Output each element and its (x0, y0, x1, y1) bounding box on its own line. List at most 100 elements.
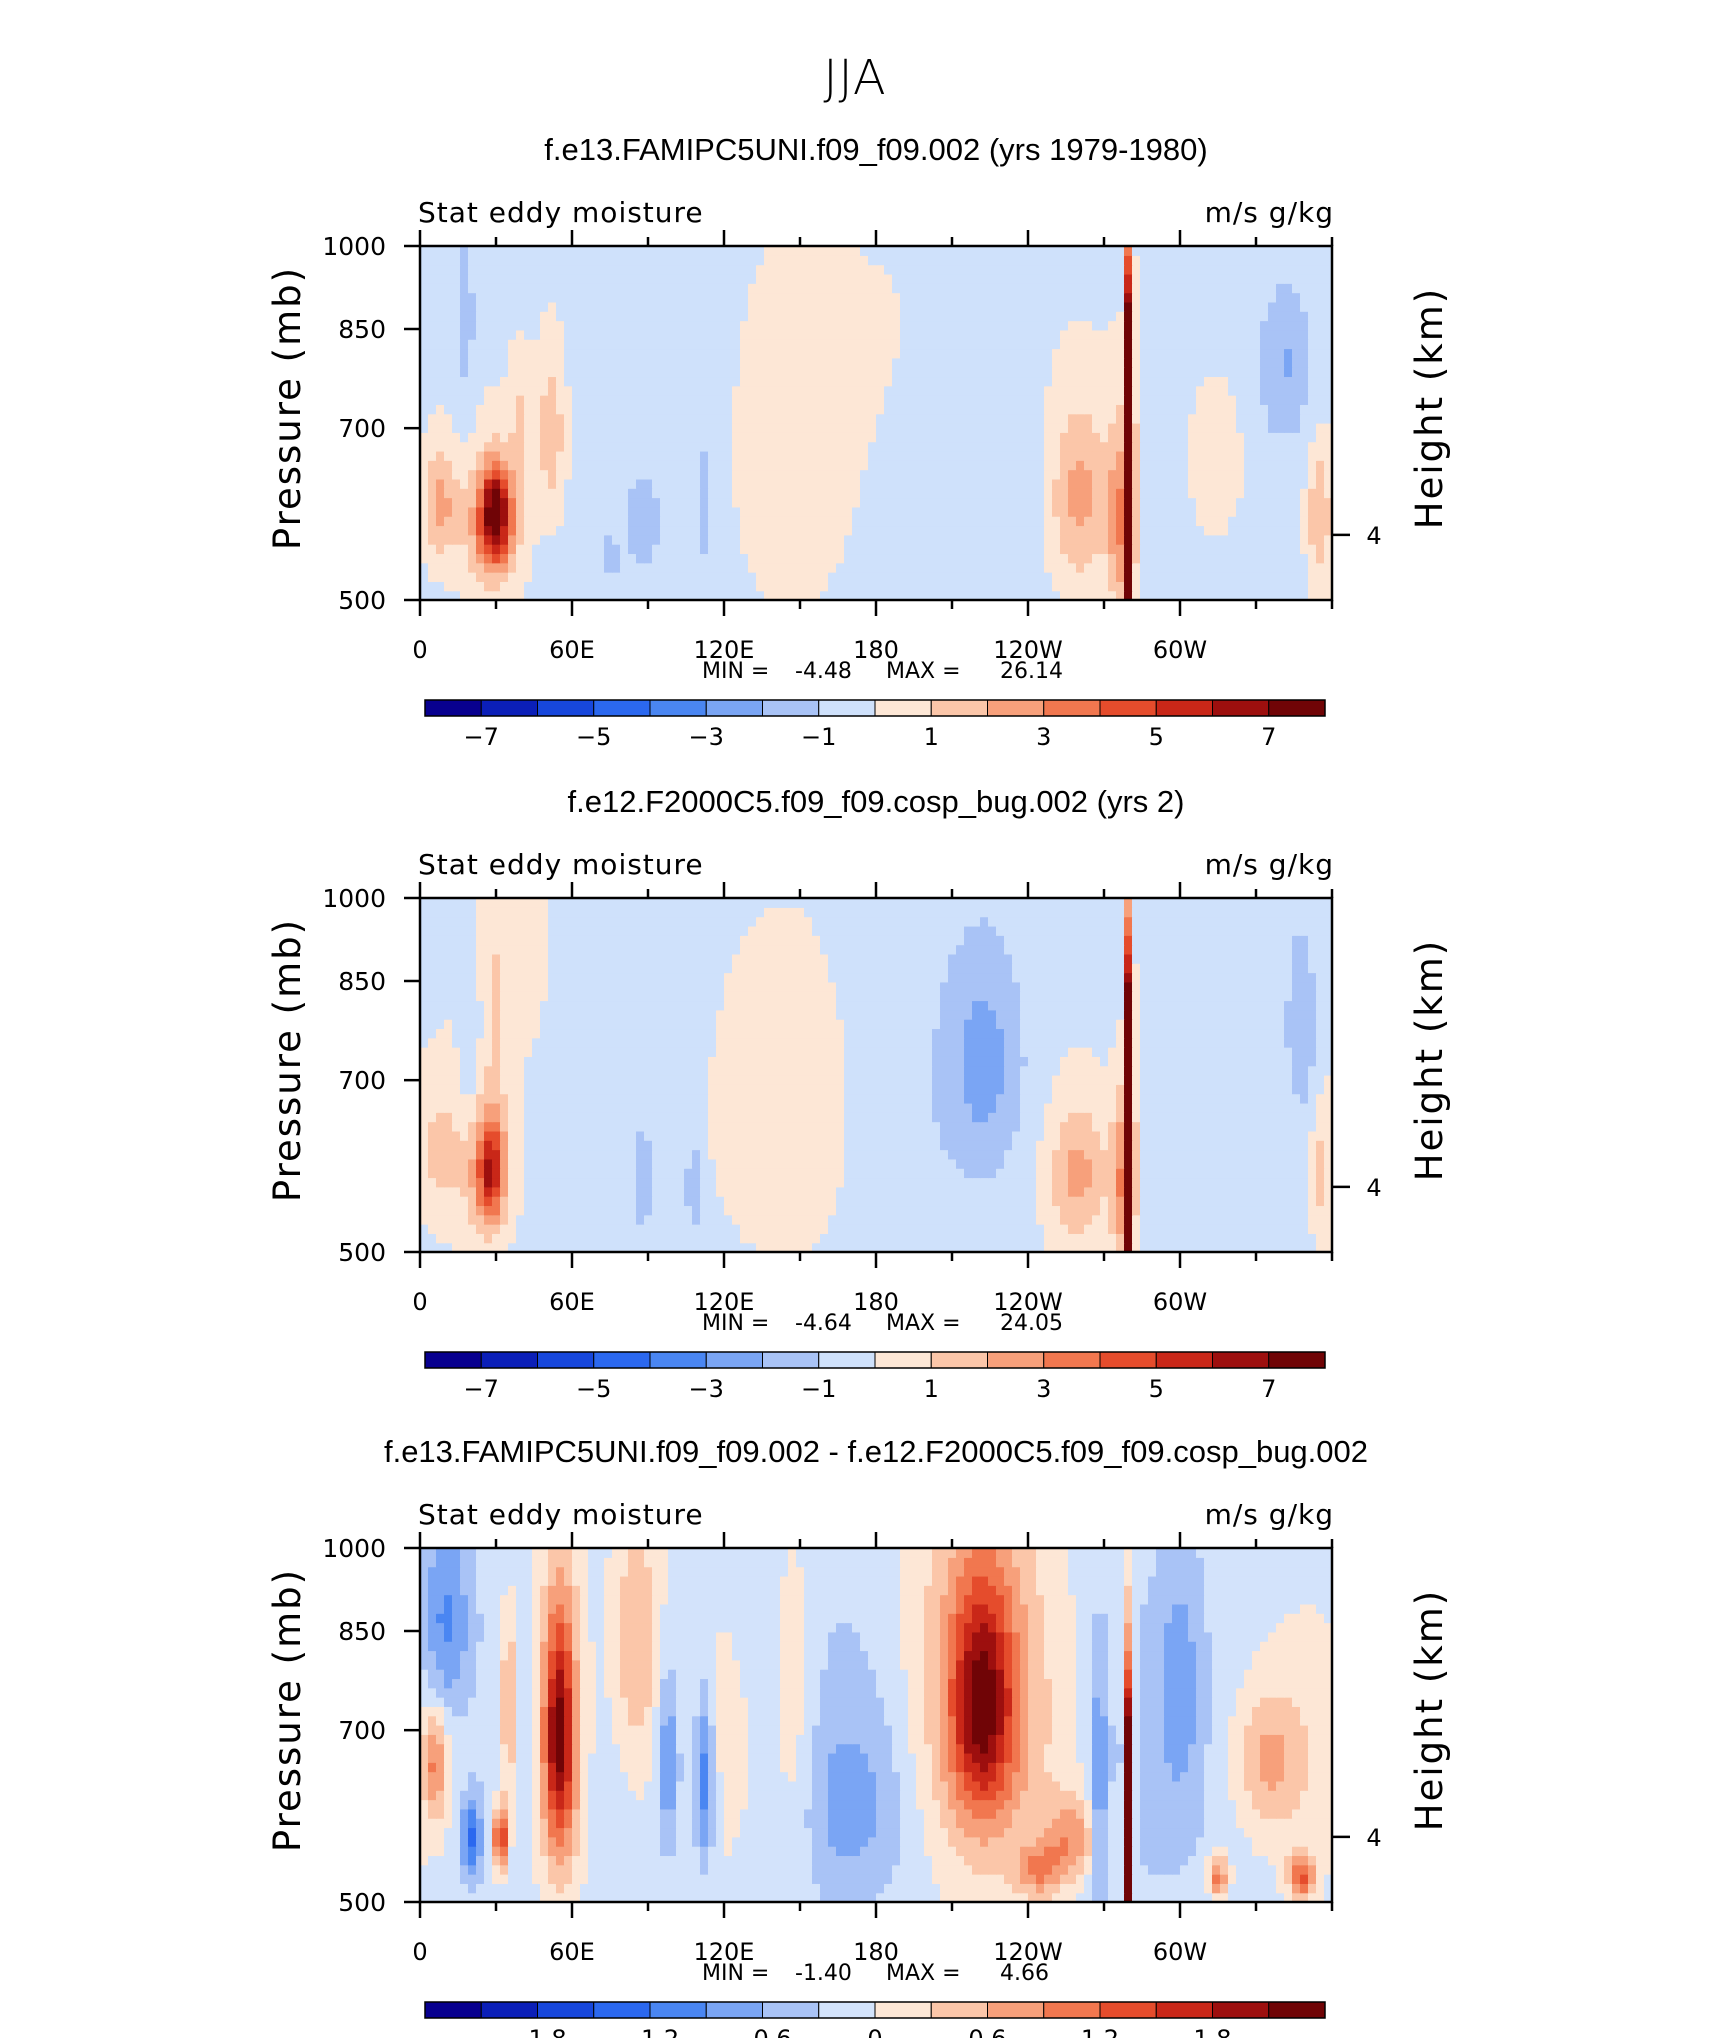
field-cell (596, 264, 605, 275)
field-cell (700, 376, 709, 387)
field-cell (884, 572, 893, 582)
field-cell (772, 450, 781, 461)
field-cell (844, 478, 853, 489)
field-cell (1268, 385, 1277, 396)
field-cell (1076, 460, 1085, 471)
field-cell (1156, 264, 1165, 275)
field-cell (1228, 246, 1237, 256)
field-cell (540, 395, 549, 405)
field-cell (756, 590, 765, 601)
field-cell (548, 534, 557, 545)
field-cell (1004, 432, 1013, 443)
field-cell (1300, 450, 1309, 461)
field-cell (1172, 562, 1181, 573)
field-cell (716, 488, 725, 499)
field-cell (532, 441, 541, 452)
field-cell (996, 441, 1005, 452)
field-cell (1132, 1214, 1141, 1225)
field-cell (940, 301, 949, 312)
field-cell (1068, 255, 1077, 266)
field-cell (932, 301, 941, 312)
field-cell (1228, 1224, 1237, 1234)
field-cell (1300, 357, 1309, 368)
field-cell (1076, 572, 1085, 582)
field-cell (756, 478, 765, 489)
field-cell (1236, 544, 1245, 555)
field-cell (804, 1233, 813, 1244)
field-cell (740, 329, 749, 340)
field-cell (1028, 469, 1037, 480)
field-cell (1292, 404, 1301, 415)
field-cell (748, 553, 757, 564)
field-cell (1116, 283, 1125, 294)
field-cell (1084, 450, 1093, 461)
field-cell (1020, 283, 1029, 294)
field-cell (780, 572, 789, 582)
field-cell (1004, 553, 1013, 564)
field-cell (1124, 357, 1133, 368)
field-cell (828, 292, 837, 303)
field-cell (980, 357, 989, 368)
field-cell (484, 590, 493, 601)
field-cell (596, 497, 605, 508)
field-cell (1028, 255, 1037, 266)
field-cell (500, 553, 509, 564)
field-cell (460, 292, 469, 303)
field-cell (1276, 320, 1285, 331)
field-cell (436, 590, 445, 601)
field-cell (1156, 273, 1165, 284)
field-cell (636, 432, 645, 443)
field-cell (1004, 506, 1013, 517)
field-cell (1220, 1214, 1229, 1225)
field-cell (900, 1214, 909, 1225)
field-cell (956, 273, 965, 284)
field-cell (492, 283, 501, 294)
field-cell (1268, 516, 1277, 527)
field-cell (1076, 590, 1085, 601)
field-cell (468, 506, 477, 517)
field-cell (612, 273, 621, 284)
field-cell (868, 534, 877, 545)
field-cell (1052, 478, 1061, 489)
field-cell (1172, 432, 1181, 443)
field-cell (796, 469, 805, 480)
field-cell (1180, 367, 1189, 378)
field-cell (420, 488, 429, 499)
field-cell (1172, 1214, 1181, 1225)
field-cell (924, 506, 933, 517)
field-cell (908, 1233, 917, 1244)
field-cell (468, 385, 477, 396)
field-cell (812, 283, 821, 294)
field-cell (420, 1233, 429, 1244)
field-cell (436, 516, 445, 527)
field-cell (524, 525, 533, 536)
field-cell (1068, 329, 1077, 340)
field-cell (484, 534, 493, 545)
field-cell (756, 441, 765, 452)
field-cell (820, 246, 829, 256)
field-cell (1284, 273, 1293, 284)
field-cell (1108, 339, 1117, 350)
field-cell (1148, 534, 1157, 545)
field-cell (1252, 450, 1261, 461)
field-cell (940, 1214, 949, 1225)
field-cell (524, 423, 533, 433)
field-cell (500, 404, 509, 415)
field-cell (620, 348, 629, 359)
field-cell (1036, 385, 1045, 396)
field-cell (484, 320, 493, 331)
field-cell (1300, 348, 1309, 359)
field-cell (652, 1233, 661, 1244)
field-cell (876, 460, 885, 471)
field-cell (652, 348, 661, 359)
field-cell (580, 525, 589, 536)
field-cell (1132, 1242, 1141, 1253)
field-cell (524, 469, 533, 480)
field-cell (476, 441, 485, 452)
field-cell (1092, 488, 1101, 499)
field-cell (492, 423, 501, 433)
field-cell (1140, 469, 1149, 480)
field-cell (1188, 283, 1197, 294)
field-cell (428, 441, 437, 452)
field-cell (1244, 497, 1253, 508)
